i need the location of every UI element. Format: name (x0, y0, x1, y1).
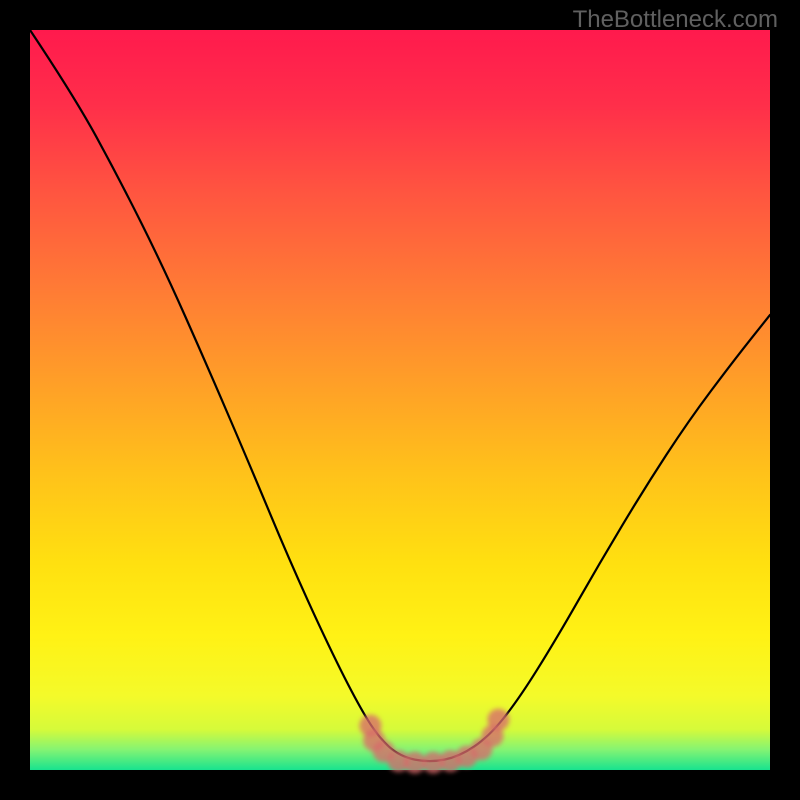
chart-svg (0, 0, 800, 800)
chart-stage: TheBottleneck.com (0, 0, 800, 800)
plot-background (30, 30, 770, 770)
marker-dot (487, 709, 509, 731)
watermark-text: TheBottleneck.com (573, 6, 778, 34)
